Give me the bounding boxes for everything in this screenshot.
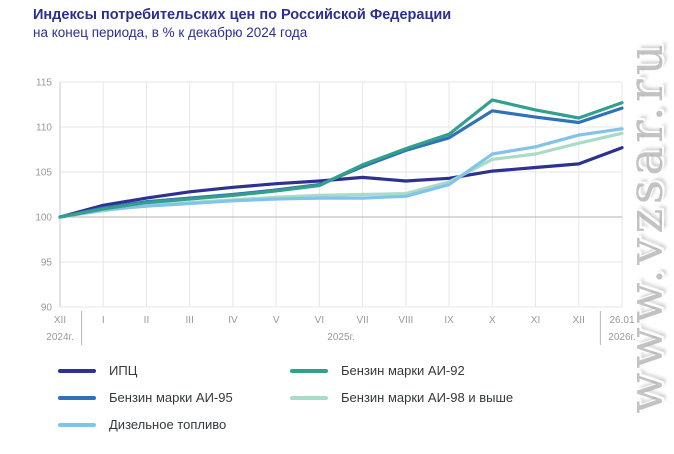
x-tick-label: XII [573,315,585,326]
series-line-3 [58,127,624,219]
legend-line-swatch [58,395,96,400]
x-tick-label: I [102,315,105,326]
x-tick-label: V [273,315,280,326]
series-line-1 [58,146,624,219]
y-tick-label: 105 [35,168,52,179]
y-tick-label: 100 [35,213,52,224]
chart-legend: ИПЦ Бензин марки АИ-95 Дизельное топливо Бе… [58,362,513,443]
legend-label: Бензин марки АИ-92 [341,363,465,378]
legend-item: Бензин марки АИ-98 и выше [290,389,513,406]
year-label-2024: 2024г. [46,332,73,343]
x-tick-label: XII [54,315,66,326]
legend-label: ИПЦ [109,363,138,378]
x-tick-label: IV [228,315,238,326]
y-tick-label: 95 [41,258,53,269]
legend-label: Бензин марки АИ-98 и выше [341,390,514,405]
series-line-4 [58,98,624,219]
cpi-line-chart: 90 95 100 105 110 115 XII I II III IV V VI VII VIII IX X… [28,74,668,374]
y-tick-label: 115 [36,78,52,89]
x-tick-label: VI [315,315,324,326]
legend-item: Дизельное топливо [58,416,290,433]
x-tick-label: XI [531,315,540,326]
x-tick-label: 26.01 [609,315,634,326]
chart-subtitle: на конец периода, в % к декабрю 2024 год… [33,25,308,40]
legend-item: Бензин марки АИ-95 [58,389,290,406]
x-tick-label: II [144,315,150,326]
legend-column: ИПЦ Бензин марки АИ-95 Дизельное топливо [58,362,290,443]
x-tick-label: VII [356,315,368,326]
x-tick-label: IX [444,315,454,326]
legend-line-swatch [290,368,328,373]
year-label-2026: 2026г. [608,332,635,343]
x-tick-label: VIII [398,315,413,326]
chart-title: Индексы потребительских цен по Российско… [33,7,452,23]
x-tick-label: III [186,315,194,326]
legend-item: Бензин марки АИ-92 [290,362,513,379]
y-tick-label: 90 [41,303,53,314]
y-tick-label: 110 [36,123,52,134]
legend-label: Дизельное топливо [109,417,227,432]
legend-item: ИПЦ [58,362,290,379]
x-tick-label: X [489,315,496,326]
legend-column: Бензин марки АИ-92 Бензин марки АИ-98 и в… [290,362,513,443]
series-line-2 [58,106,624,219]
legend-line-swatch [58,368,96,373]
legend-line-swatch [58,422,96,427]
year-label-2025: 2025г. [327,332,354,343]
legend-label: Бензин марки АИ-95 [109,390,233,405]
legend-line-swatch [290,395,328,400]
